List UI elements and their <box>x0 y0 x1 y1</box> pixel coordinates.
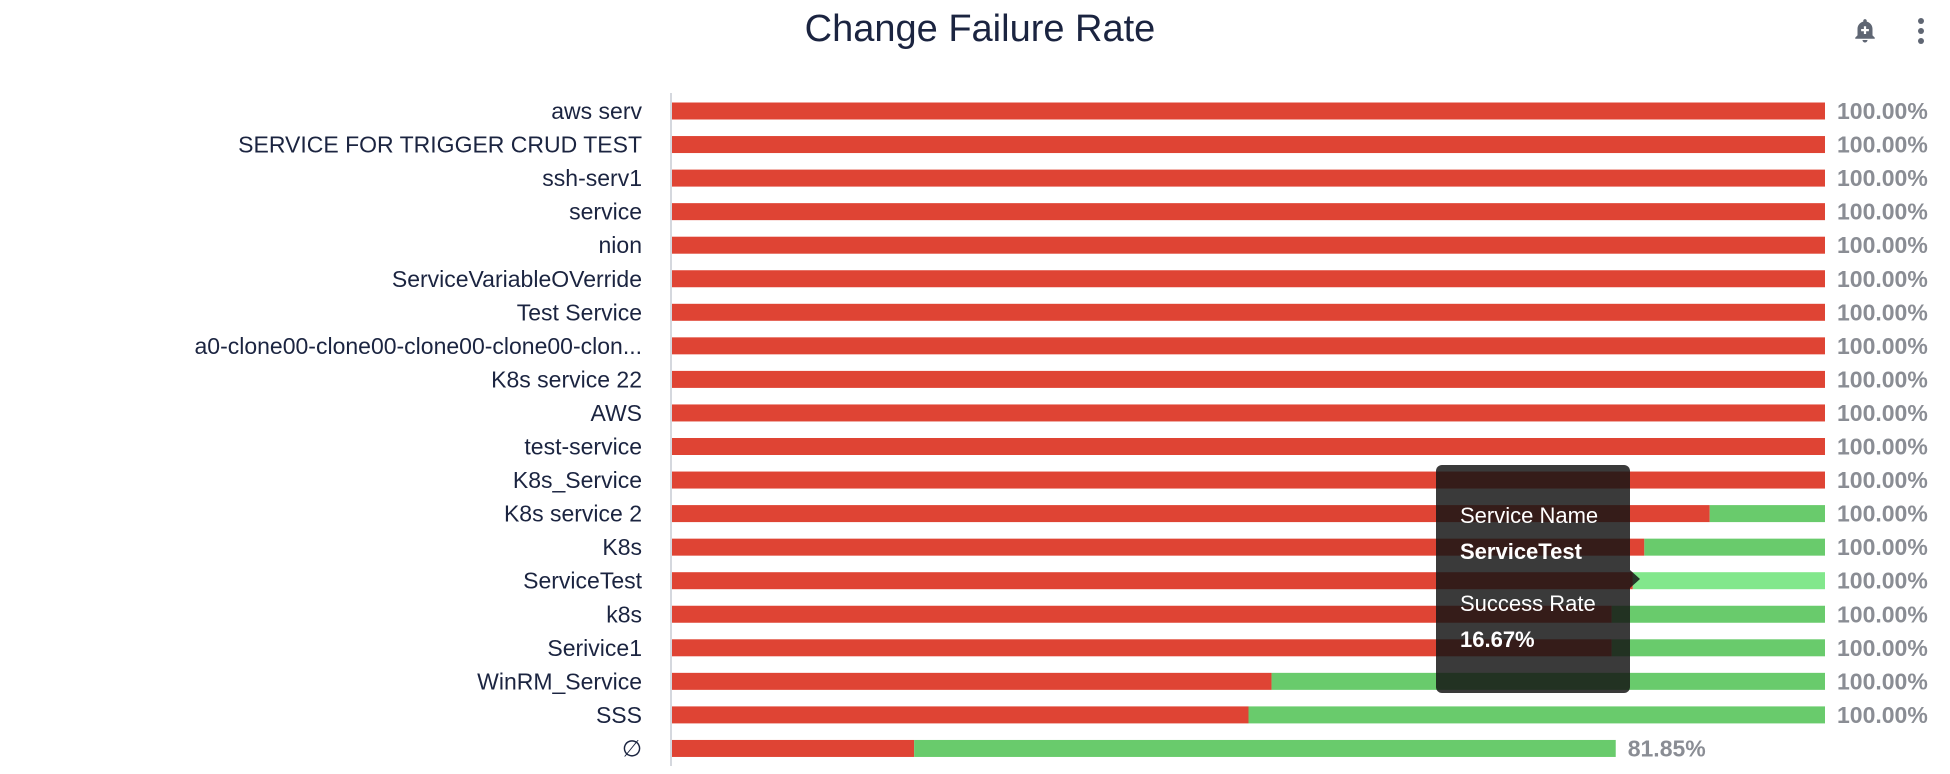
category-label: test-service <box>524 434 642 460</box>
success-bar <box>1611 639 1825 657</box>
value-label: 100.00% <box>1837 98 1928 124</box>
category-label: Serivice1 <box>547 635 642 661</box>
hover-tooltip: Service Name ServiceTest Success Rate 16… <box>1436 465 1630 693</box>
value-label: 100.00% <box>1837 132 1928 158</box>
category-label: WinRM_Service <box>477 668 642 694</box>
category-label: Test Service <box>517 299 642 325</box>
value-label: 100.00% <box>1837 534 1928 560</box>
success-bar <box>1709 505 1825 523</box>
success-bar <box>914 739 1616 757</box>
value-label: 100.00% <box>1837 366 1928 392</box>
value-label: 100.00% <box>1837 568 1928 594</box>
failure-bar <box>672 270 1825 288</box>
category-label: K8s <box>602 534 642 560</box>
more-vertical-icon-graphic <box>1918 18 1924 44</box>
value-label: 100.00% <box>1837 702 1928 728</box>
failure-bar <box>672 337 1825 355</box>
value-label: 100.00% <box>1837 501 1928 527</box>
value-label: 100.00% <box>1837 434 1928 460</box>
failure-bar <box>672 739 915 757</box>
chart-title: Change Failure Rate <box>804 8 1156 50</box>
category-label: a0-clone00-clone00-clone00-clone00-clon.… <box>194 333 642 359</box>
failure-bar <box>672 706 1249 724</box>
failure-bar <box>672 538 1645 556</box>
category-label: SSS <box>596 702 642 728</box>
value-label: 100.00% <box>1837 333 1928 359</box>
failure-bar <box>672 605 1612 623</box>
add-alert-icon[interactable] <box>1848 14 1882 48</box>
success-bar <box>1632 572 1825 590</box>
value-label: 100.00% <box>1837 199 1928 225</box>
category-label: AWS <box>590 400 642 426</box>
tooltip-name-title: Service Name <box>1460 503 1599 528</box>
failure-bar <box>672 236 1825 254</box>
failure-bar <box>672 639 1612 657</box>
success-bar <box>1644 538 1825 556</box>
failure-bar <box>672 572 1633 590</box>
failure-bar <box>672 136 1825 154</box>
header-actions <box>1848 14 1938 48</box>
value-label: 100.00% <box>1837 400 1928 426</box>
success-bar <box>1248 706 1825 724</box>
value-label: 100.00% <box>1837 668 1928 694</box>
failure-bar <box>672 203 1825 221</box>
more-vertical-icon[interactable] <box>1904 14 1938 48</box>
value-label: 100.00% <box>1837 232 1928 258</box>
value-label: 100.00% <box>1837 467 1928 493</box>
tooltip-name-value: ServiceTest <box>1460 539 1582 564</box>
category-label: nion <box>599 232 642 258</box>
failure-bar <box>672 471 1825 489</box>
success-bar <box>1611 605 1825 623</box>
value-label: 81.85% <box>1628 735 1706 761</box>
category-label: ServiceVariableOVerride <box>392 266 642 292</box>
add-alert-icon-graphic <box>1855 19 1875 43</box>
category-label: aws serv <box>551 98 642 124</box>
value-label: 100.00% <box>1837 165 1928 191</box>
category-label: service <box>569 199 642 225</box>
category-label: SERVICE FOR TRIGGER CRUD TEST <box>238 132 642 158</box>
value-label: 100.00% <box>1837 299 1928 325</box>
category-label: ServiceTest <box>523 568 642 594</box>
value-label: 100.00% <box>1837 266 1928 292</box>
tooltip-pointer <box>1630 570 1640 588</box>
value-label: 100.00% <box>1837 635 1928 661</box>
failure-bar <box>672 438 1825 455</box>
category-label: K8s service 2 <box>504 501 642 527</box>
category-label: ssh-serv1 <box>542 165 642 191</box>
category-label: ∅ <box>622 735 642 761</box>
category-label: k8s <box>606 601 642 627</box>
failure-bar <box>672 672 1272 690</box>
tooltip-rate-title: Success Rate <box>1460 591 1596 616</box>
category-label: K8s_Service <box>513 467 642 493</box>
tooltip-rate-value: 16.67% <box>1460 627 1535 652</box>
bars-group: aws serv 100.00% SERVICE FOR TRIGGER CRUD … <box>194 98 1927 761</box>
failure-bar <box>672 303 1825 321</box>
category-label: K8s service 22 <box>491 366 642 392</box>
failure-bar <box>672 404 1825 422</box>
failure-bar <box>672 169 1825 187</box>
failure-bar <box>672 102 1825 120</box>
value-label: 100.00% <box>1837 601 1928 627</box>
failure-bar <box>672 370 1825 388</box>
